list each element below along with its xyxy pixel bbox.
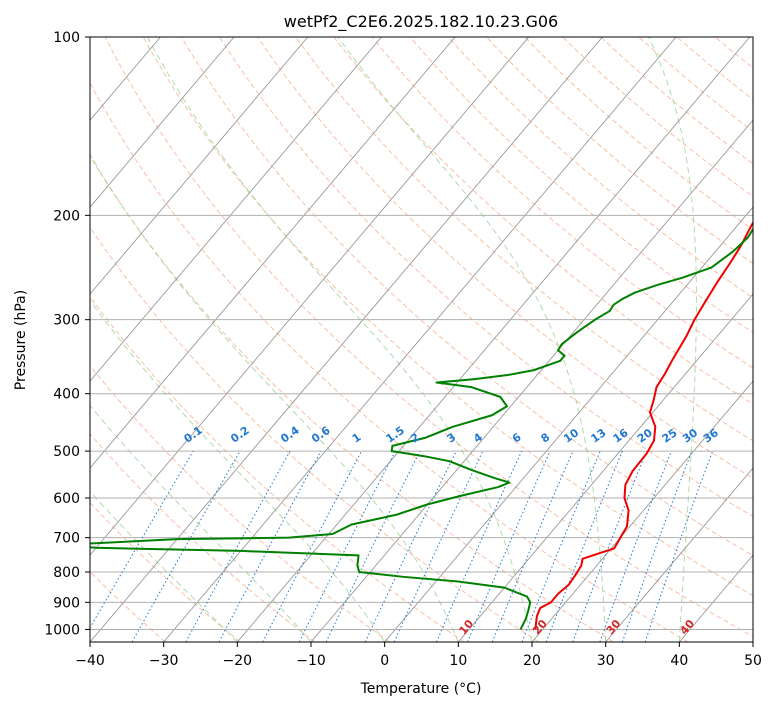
background-lines bbox=[90, 37, 753, 642]
mixing-ratio-line bbox=[185, 450, 291, 642]
mixing-ratio-line bbox=[545, 450, 623, 642]
x-tick-label: 30 bbox=[597, 653, 615, 669]
mixing-ratio-line bbox=[521, 450, 601, 642]
y-tick-label: 300 bbox=[53, 313, 80, 329]
x-tick-label: −30 bbox=[149, 653, 179, 669]
dry-adiabat bbox=[447, 37, 753, 299]
isotherm bbox=[90, 37, 603, 642]
y-tick-label: 800 bbox=[53, 565, 80, 581]
x-tick-label: 0 bbox=[380, 653, 389, 669]
dry-adiabat bbox=[90, 296, 465, 642]
mixing-ratio-line bbox=[644, 450, 714, 642]
isotherm bbox=[90, 37, 382, 382]
y-tick-label: 1000 bbox=[44, 622, 80, 638]
x-tick-label: 20 bbox=[523, 653, 541, 669]
moist-adiabat bbox=[147, 37, 533, 642]
isotherm bbox=[90, 37, 309, 295]
x-tick-label: 50 bbox=[744, 653, 762, 669]
plot-frame bbox=[89, 36, 754, 643]
x-tick-label: −10 bbox=[296, 653, 326, 669]
temperature-line bbox=[534, 220, 753, 630]
dry-adiabat bbox=[219, 37, 753, 518]
dry-adiabat bbox=[90, 501, 241, 642]
isotherm bbox=[90, 37, 530, 556]
mixing-ratio-line bbox=[599, 450, 672, 642]
x-tick-label: −20 bbox=[223, 653, 253, 669]
x-tick-label: 10 bbox=[449, 653, 467, 669]
mixing-ratio-line bbox=[467, 450, 551, 642]
x-tick-label: 40 bbox=[670, 653, 688, 669]
y-tick-label: 600 bbox=[53, 491, 80, 507]
isotherm bbox=[384, 206, 753, 642]
y-tick-label: 900 bbox=[53, 595, 80, 611]
dry-adiabat bbox=[90, 433, 316, 642]
profile-lines bbox=[90, 220, 753, 630]
moist-adiabat bbox=[647, 37, 697, 642]
dry-adiabat bbox=[142, 37, 753, 597]
dry-adiabat bbox=[90, 81, 689, 642]
mixing-ratio-line bbox=[325, 450, 421, 642]
y-tick-label: 500 bbox=[53, 444, 80, 460]
y-axis-label: Pressure (hPa) bbox=[13, 290, 29, 390]
moist-adiabat bbox=[90, 299, 386, 642]
mixing-ratio-line bbox=[572, 450, 648, 642]
mixing-ratio-line bbox=[621, 450, 693, 642]
moist-adiabat bbox=[90, 153, 459, 642]
mixing-ratio-line bbox=[131, 450, 241, 642]
isotherm bbox=[236, 37, 751, 642]
isotherm bbox=[163, 37, 677, 642]
x-tick-label: −40 bbox=[75, 653, 105, 669]
dry-adiabat bbox=[333, 37, 753, 405]
mixing-ratio-line bbox=[218, 450, 322, 642]
mixing-ratio-line bbox=[435, 450, 523, 642]
dry-adiabat bbox=[295, 37, 753, 442]
mixing-ratio-line bbox=[298, 450, 396, 642]
y-tick-label: 700 bbox=[53, 531, 80, 547]
dry-adiabat bbox=[90, 364, 390, 642]
isotherm bbox=[605, 467, 753, 642]
y-tick-label: 200 bbox=[53, 208, 80, 224]
chart-title: wetPf2_C2E6.2025.182.10.23.G06 bbox=[284, 12, 558, 32]
mixing-ratio-line bbox=[491, 450, 574, 642]
dry-adiabat bbox=[90, 226, 540, 642]
moist-adiabat bbox=[90, 404, 312, 642]
moist-adiabat bbox=[337, 37, 607, 642]
x-axis-label: Temperature (°C) bbox=[360, 681, 482, 697]
y-tick-label: 400 bbox=[53, 387, 80, 403]
isotherm bbox=[90, 37, 235, 208]
axes: −40 −30 −20 −10 0 10 20 30 40 50 100 200 300 400 500 60… bbox=[44, 30, 762, 669]
y-tick-label: 100 bbox=[53, 30, 80, 46]
isotherm bbox=[457, 293, 753, 642]
dewpoint-line bbox=[90, 227, 753, 630]
isotherm bbox=[90, 37, 456, 469]
